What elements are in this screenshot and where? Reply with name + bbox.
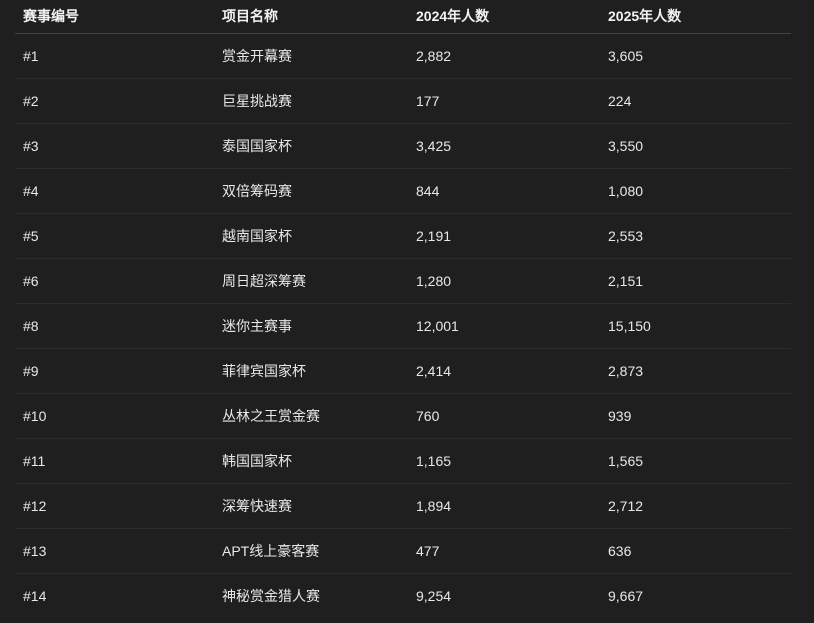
cell-count-2025: 224	[600, 78, 791, 124]
cell-count-2025: 2,151	[600, 258, 791, 304]
cell-event-number: #8	[15, 303, 214, 349]
cell-event-number: #11	[15, 438, 214, 484]
events-table: 赛事编号 项目名称 2024年人数 2025年人数 #1 赏金开幕赛 2,882 3,…	[15, 0, 791, 618]
table-row: #6 周日超深筹赛 1,280 2,151	[15, 258, 791, 304]
cell-event-name: 深筹快速赛	[214, 483, 408, 529]
cell-count-2025: 2,553	[600, 213, 791, 259]
table-row: #4 双倍筹码赛 844 1,080	[15, 168, 791, 214]
cell-event-number: #14	[23, 588, 47, 604]
cell-count-2024: 12,001	[408, 303, 600, 349]
cell-event-name: 丛林之王赏金赛	[214, 393, 408, 439]
cell-count-2024: 1,280	[408, 258, 600, 304]
cell-event-number: #6	[15, 258, 214, 304]
cell-count-2024: 177	[408, 78, 600, 124]
cell-count-2025: 2,873	[600, 348, 791, 394]
cell-event-number: #9	[15, 348, 214, 394]
cell-count-2024: 3,425	[408, 123, 600, 169]
table-row: #13 APT线上豪客赛 477 636	[15, 528, 791, 574]
cell-event-name: 泰国国家杯	[214, 123, 408, 169]
cell-count-2025: 9,667	[608, 588, 644, 604]
header-2024-count: 2024年人数	[408, 0, 600, 34]
table-row: #3 泰国国家杯 3,425 3,550	[15, 123, 791, 169]
cell-count-2025: 3,605	[600, 33, 791, 79]
cell-count-2025: 15,150	[600, 303, 791, 349]
header-2025-count: 2025年人数	[600, 0, 791, 34]
table-row: #14 神秘赏金猎人赛 9,254 9,667	[15, 574, 791, 619]
cell-count-2024: 760	[408, 393, 600, 439]
table-row: #2 巨星挑战赛 177 224	[15, 78, 791, 124]
cell-count-2024: 2,882	[408, 33, 600, 79]
table-row: #12 深筹快速赛 1,894 2,712	[15, 483, 791, 529]
cell-count-2024: 2,414	[408, 348, 600, 394]
cell-count-2024: 9,254	[416, 588, 452, 604]
table-row: #1 赏金开幕赛 2,882 3,605	[15, 33, 791, 79]
cell-event-name: 赏金开幕赛	[214, 33, 408, 79]
cell-event-number: #5	[15, 213, 214, 259]
table-row: #9 菲律宾国家杯 2,414 2,873	[15, 348, 791, 394]
cell-event-name: 菲律宾国家杯	[214, 348, 408, 394]
cell-event-name: 双倍筹码赛	[214, 168, 408, 214]
header-event-number: 赛事编号	[15, 0, 214, 34]
cell-event-number: #2	[15, 78, 214, 124]
cell-event-number: #13	[15, 528, 214, 574]
cell-event-number: #3	[15, 123, 214, 169]
cell-count-2025: 939	[600, 393, 791, 439]
table-body: #1 赏金开幕赛 2,882 3,605 #2 巨星挑战赛 177 224 #3 泰国国家杯 3,4…	[15, 33, 791, 619]
header-event-name: 项目名称	[214, 0, 408, 34]
cell-event-name: 韩国国家杯	[214, 438, 408, 484]
cell-event-name: 越南国家杯	[214, 213, 408, 259]
cell-count-2025: 1,080	[600, 168, 791, 214]
cell-count-2024: 844	[408, 168, 600, 214]
cell-count-2025: 3,550	[600, 123, 791, 169]
cell-event-number: #4	[15, 168, 214, 214]
cell-event-number: #12	[15, 483, 214, 529]
cell-count-2025: 1,565	[600, 438, 791, 484]
cell-count-2024: 477	[408, 528, 600, 574]
cell-event-name: APT线上豪客赛	[214, 528, 408, 574]
cell-event-number: #10	[15, 393, 214, 439]
cell-count-2025: 636	[600, 528, 791, 574]
cell-event-name: 周日超深筹赛	[214, 258, 408, 304]
cell-event-number: #1	[15, 33, 214, 79]
table-row: #5 越南国家杯 2,191 2,553	[15, 213, 791, 259]
cell-event-name: 迷你主赛事	[214, 303, 408, 349]
cell-event-name: 巨星挑战赛	[214, 78, 408, 124]
cell-count-2024: 2,191	[408, 213, 600, 259]
cell-count-2024: 1,894	[408, 483, 600, 529]
cell-count-2025: 2,712	[600, 483, 791, 529]
table-header-row: 赛事编号 项目名称 2024年人数 2025年人数	[15, 0, 791, 34]
cell-count-2024: 1,165	[408, 438, 600, 484]
table-row: #10 丛林之王赏金赛 760 939	[15, 393, 791, 439]
table-row: #11 韩国国家杯 1,165 1,565	[15, 438, 791, 484]
table-row: #8 迷你主赛事 12,001 15,150	[15, 303, 791, 349]
cell-event-name: 神秘赏金猎人赛	[222, 588, 320, 604]
